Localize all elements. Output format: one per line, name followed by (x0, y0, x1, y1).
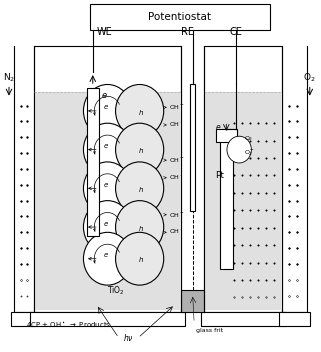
Text: e: e (104, 143, 108, 149)
Circle shape (116, 201, 164, 253)
Text: h: h (139, 148, 143, 155)
Text: OH$^-$: OH$^-$ (169, 211, 184, 219)
Bar (90, 4, 270, 30)
Text: glass frit: glass frit (196, 328, 223, 333)
Bar (35, 92, 180, 310)
Bar (30, 312, 185, 326)
Text: e: e (104, 252, 108, 258)
Circle shape (83, 201, 132, 253)
Bar (204, 46, 282, 312)
Bar (87, 88, 99, 236)
Text: OH$^-$: OH$^-$ (169, 156, 184, 164)
Circle shape (83, 232, 132, 285)
Text: Potentiostat: Potentiostat (148, 12, 211, 22)
Text: Pt: Pt (215, 171, 224, 181)
Bar (220, 136, 233, 269)
Circle shape (116, 123, 164, 176)
Bar (205, 92, 281, 310)
Text: CE: CE (230, 27, 242, 37)
Text: O$_2^-$: O$_2^-$ (244, 149, 255, 158)
Text: OH$^\bullet$: OH$^\bullet$ (169, 121, 183, 129)
Bar (201, 312, 286, 326)
Circle shape (116, 84, 164, 137)
Text: RE: RE (181, 27, 194, 37)
Text: e: e (104, 220, 108, 227)
Text: O$_2$: O$_2$ (303, 72, 316, 84)
Text: e: e (101, 90, 107, 100)
Text: OH$^-$: OH$^-$ (169, 103, 184, 111)
Text: e: e (104, 104, 108, 111)
Circle shape (116, 162, 164, 215)
Bar (181, 290, 204, 312)
Circle shape (116, 232, 164, 285)
Text: TiO$_2$: TiO$_2$ (107, 284, 125, 297)
Text: h: h (139, 257, 143, 264)
Text: N$_2$: N$_2$ (3, 72, 15, 84)
Text: h: h (139, 109, 143, 116)
Text: h: h (139, 187, 143, 193)
Bar (190, 84, 195, 211)
Circle shape (83, 123, 132, 176)
Text: e: e (216, 123, 221, 132)
Text: 4CP + OH$^\bullet$ $\rightarrow$ Products: 4CP + OH$^\bullet$ $\rightarrow$ Product… (26, 321, 111, 331)
Bar (216, 129, 237, 142)
Text: OH$^\bullet$: OH$^\bullet$ (169, 174, 183, 182)
Text: O$_2$: O$_2$ (244, 134, 253, 144)
Circle shape (227, 136, 251, 163)
Bar (34, 46, 181, 312)
Text: OH$^\bullet$: OH$^\bullet$ (169, 228, 183, 237)
Text: $h\nu$: $h\nu$ (123, 332, 134, 343)
Circle shape (83, 162, 132, 215)
Text: WE: WE (96, 27, 112, 37)
Text: h: h (139, 226, 143, 232)
Bar (279, 312, 310, 326)
Circle shape (83, 84, 132, 137)
Bar (11, 312, 37, 326)
Text: e: e (104, 182, 108, 188)
